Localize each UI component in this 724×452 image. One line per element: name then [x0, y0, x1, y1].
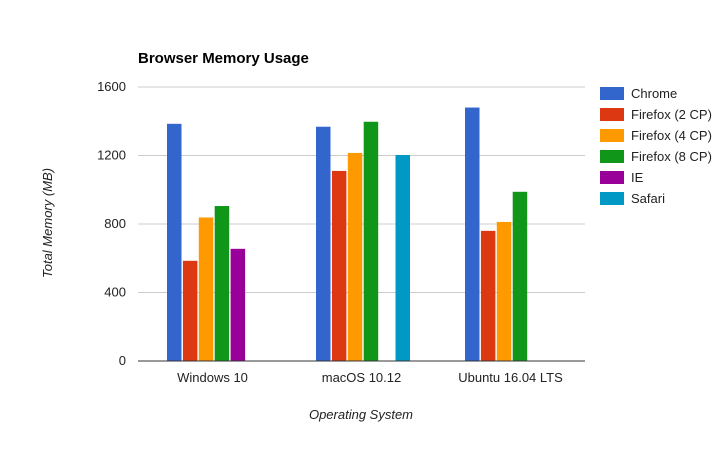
legend-label: Firefox (4 CP) — [631, 128, 712, 143]
y-tick-label: 0 — [119, 353, 126, 368]
x-axis-ticks: Windows 10 macOS 10.12 Ubuntu 16.04 LTS — [177, 370, 563, 385]
bar-firefox-2-cp — [331, 170, 347, 361]
bar-chrome — [167, 123, 182, 361]
legend-item: IE — [600, 170, 644, 185]
bar-firefox-8-cp — [512, 191, 528, 361]
bar-ie — [230, 248, 246, 361]
bar-chrome — [316, 126, 331, 361]
legend-label: IE — [631, 170, 644, 185]
bar-firefox-4-cp — [347, 152, 363, 361]
y-tick-label: 800 — [104, 216, 126, 231]
y-axis-ticks: 0 400 800 1200 1600 — [97, 79, 126, 368]
x-tick-label: Ubuntu 16.04 LTS — [458, 370, 563, 385]
legend-swatch — [600, 192, 624, 205]
legend: Chrome Firefox (2 CP) Firefox (4 CP) Firefo… — [600, 86, 712, 206]
legend-label: Firefox (2 CP) — [631, 107, 712, 122]
legend-swatch — [600, 87, 624, 100]
legend-item: Chrome — [600, 86, 677, 101]
legend-item: Firefox (4 CP) — [600, 128, 712, 143]
legend-item: Firefox (8 CP) — [600, 149, 712, 164]
legend-label: Safari — [631, 191, 665, 206]
y-tick-label: 1200 — [97, 148, 126, 163]
legend-swatch — [600, 129, 624, 142]
x-tick-label: Windows 10 — [177, 370, 248, 385]
bar-firefox-4-cp — [198, 217, 214, 361]
legend-swatch — [600, 108, 624, 121]
bar-firefox-4-cp — [496, 221, 512, 361]
legend-item: Firefox (2 CP) — [600, 107, 712, 122]
legend-label: Firefox (8 CP) — [631, 149, 712, 164]
bar-firefox-8-cp — [214, 206, 230, 361]
bar-firefox-8-cp — [363, 121, 379, 361]
bar-safari — [395, 154, 410, 361]
legend-swatch — [600, 171, 624, 184]
chart-title: Browser Memory Usage — [138, 50, 309, 67]
legend-item: Safari — [600, 191, 665, 206]
bar-firefox-2-cp — [480, 230, 496, 361]
bars — [167, 107, 528, 361]
y-axis-label: Total Memory (MB) — [40, 168, 55, 278]
x-axis-label: Operating System — [309, 407, 413, 422]
y-tick-label: 400 — [104, 285, 126, 300]
y-tick-label: 1600 — [97, 79, 126, 94]
x-tick-label: macOS 10.12 — [322, 370, 402, 385]
bar-chrome — [465, 107, 480, 361]
bar-firefox-2-cp — [182, 260, 198, 361]
legend-swatch — [600, 150, 624, 163]
legend-label: Chrome — [631, 86, 677, 101]
